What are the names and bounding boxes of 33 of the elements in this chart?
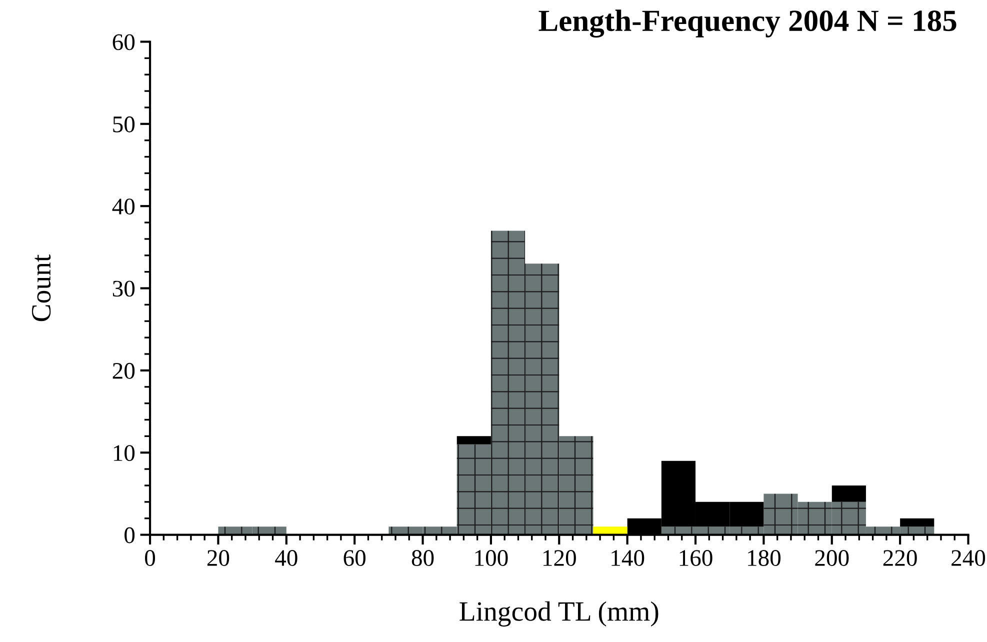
y-tick-label: 40 bbox=[112, 198, 135, 215]
bar bbox=[832, 502, 866, 535]
y-tick-label: 10 bbox=[114, 445, 135, 462]
y-tick-label: 30 bbox=[112, 280, 135, 297]
y-tick-label: 20 bbox=[112, 362, 135, 379]
y-tick-label: 50 bbox=[113, 116, 135, 132]
x-tick-label: 0 bbox=[145, 550, 156, 566]
bar bbox=[764, 494, 798, 535]
x-tick-label: 20 bbox=[207, 550, 230, 566]
x-tick-label: 140 bbox=[612, 550, 644, 566]
bar bbox=[490, 230, 526, 535]
x-axis-title: Lingcod TL (mm) bbox=[460, 601, 658, 627]
chart-title: Length-Frequency 2004 N = 185 bbox=[538, 10, 956, 38]
x-tick-label: 220 bbox=[883, 550, 917, 566]
x-tick-label: 100 bbox=[475, 550, 508, 566]
bar bbox=[456, 444, 491, 535]
bar bbox=[832, 485, 866, 502]
bar bbox=[456, 436, 491, 444]
x-tick-label: 180 bbox=[748, 550, 780, 566]
y-tick-label: 60 bbox=[112, 34, 135, 50]
bar bbox=[900, 518, 934, 527]
x-tick-label: 160 bbox=[680, 550, 712, 566]
x-tick-label: 80 bbox=[412, 550, 434, 566]
bar bbox=[798, 502, 832, 535]
x-tick-label: 240 bbox=[952, 550, 986, 566]
y-tick-label: 0 bbox=[124, 527, 135, 544]
bar bbox=[559, 436, 594, 535]
x-tick-label: 200 bbox=[815, 550, 849, 566]
bar bbox=[525, 264, 560, 535]
y-axis-title: Count bbox=[32, 254, 51, 322]
x-tick-label: 120 bbox=[544, 550, 576, 566]
x-tick-label: 60 bbox=[344, 550, 366, 566]
x-tick-label: 40 bbox=[275, 550, 298, 566]
